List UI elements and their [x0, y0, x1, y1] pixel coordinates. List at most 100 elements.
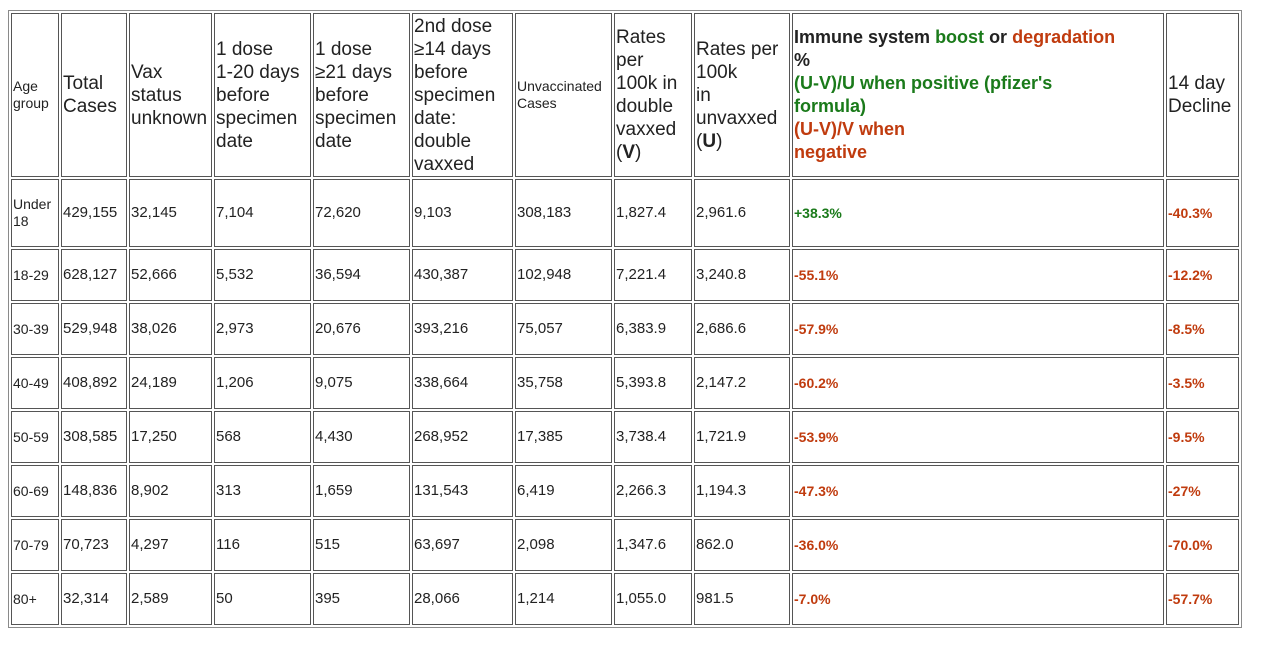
age-group-cell: 30-39 [11, 303, 59, 355]
dose1-early-cell: 1,206 [214, 357, 311, 409]
age-group-cell: 18-29 [11, 249, 59, 301]
immune-change-cell: -53.9% [792, 411, 1164, 463]
age-group-cell: 60-69 [11, 465, 59, 517]
age-group-cell: 50-59 [11, 411, 59, 463]
total-cases-cell: 429,155 [61, 179, 127, 247]
dose1-early-cell: 2,973 [214, 303, 311, 355]
dose2-cell: 268,952 [412, 411, 513, 463]
header-14-day-decline: 14 day Decline [1166, 13, 1239, 177]
dose1-late-cell: 395 [313, 573, 410, 625]
vaccination-cases-table: Age group Total Cases Vax status unknown 1 d… [8, 10, 1242, 628]
rate-vaxxed-cell: 1,347.6 [614, 519, 692, 571]
header-row: Age group Total Cases Vax status unknown 1 d… [11, 13, 1239, 177]
vax-unknown-cell: 24,189 [129, 357, 212, 409]
decline-cell: -70.0% [1166, 519, 1239, 571]
table-row: Under 18 429,155 32,145 7,104 72,620 9,1… [11, 179, 1239, 247]
total-cases-cell: 32,314 [61, 573, 127, 625]
table-row: 40-49 408,892 24,189 1,206 9,075 338,664… [11, 357, 1239, 409]
rate-vaxxed-cell: 2,266.3 [614, 465, 692, 517]
total-cases-cell: 148,836 [61, 465, 127, 517]
table-row: 80+ 32,314 2,589 50 395 28,066 1,214 1,0… [11, 573, 1239, 625]
dose2-cell: 393,216 [412, 303, 513, 355]
rate-vaxxed-cell: 5,393.8 [614, 357, 692, 409]
total-cases-cell: 408,892 [61, 357, 127, 409]
dose2-cell: 9,103 [412, 179, 513, 247]
decline-cell: -3.5% [1166, 357, 1239, 409]
dose2-cell: 28,066 [412, 573, 513, 625]
rate-vaxxed-cell: 7,221.4 [614, 249, 692, 301]
immune-change-cell: -47.3% [792, 465, 1164, 517]
header-rates-unvaxxed: Rates per 100k in unvaxxed (U) [694, 13, 790, 177]
decline-cell: -57.7% [1166, 573, 1239, 625]
total-cases-cell: 308,585 [61, 411, 127, 463]
dose2-cell: 430,387 [412, 249, 513, 301]
dose1-late-cell: 9,075 [313, 357, 410, 409]
dose1-late-cell: 72,620 [313, 179, 410, 247]
unvaccinated-cell: 35,758 [515, 357, 612, 409]
header-1-dose-21-days: 1 dose ≥21 days before specimen date [313, 13, 410, 177]
rate-unvaxxed-cell: 2,961.6 [694, 179, 790, 247]
dose1-early-cell: 5,532 [214, 249, 311, 301]
rate-unvaxxed-cell: 862.0 [694, 519, 790, 571]
unvaccinated-cell: 1,214 [515, 573, 612, 625]
unvaccinated-cell: 6,419 [515, 465, 612, 517]
vax-unknown-cell: 32,145 [129, 179, 212, 247]
dose1-early-cell: 7,104 [214, 179, 311, 247]
rate-unvaxxed-cell: 2,147.2 [694, 357, 790, 409]
immune-change-cell: -7.0% [792, 573, 1164, 625]
dose1-early-cell: 116 [214, 519, 311, 571]
unvaccinated-cell: 102,948 [515, 249, 612, 301]
vax-unknown-cell: 4,297 [129, 519, 212, 571]
unvaccinated-cell: 75,057 [515, 303, 612, 355]
table-row: 30-39 529,948 38,026 2,973 20,676 393,21… [11, 303, 1239, 355]
header-immune-system: Immune system boost or degradation % (U-… [792, 13, 1164, 177]
decline-cell: -27% [1166, 465, 1239, 517]
header-1-dose-1-20-days: 1 dose 1-20 days before specimen date [214, 13, 311, 177]
dose1-late-cell: 36,594 [313, 249, 410, 301]
dose2-cell: 131,543 [412, 465, 513, 517]
rate-vaxxed-cell: 3,738.4 [614, 411, 692, 463]
rate-vaxxed-cell: 1,055.0 [614, 573, 692, 625]
header-rates-double-vaxxed: Rates per 100k in double vaxxed (V) [614, 13, 692, 177]
table-row: 50-59 308,585 17,250 568 4,430 268,952 1… [11, 411, 1239, 463]
age-group-cell: 70-79 [11, 519, 59, 571]
header-vax-status-unknown: Vax status unknown [129, 13, 212, 177]
header-2nd-dose: 2nd dose ≥14 days before specimen date: doubl… [412, 13, 513, 177]
rate-unvaxxed-cell: 1,721.9 [694, 411, 790, 463]
age-group-cell: 40-49 [11, 357, 59, 409]
rate-unvaxxed-cell: 1,194.3 [694, 465, 790, 517]
dose1-early-cell: 568 [214, 411, 311, 463]
age-group-cell: Under 18 [11, 179, 59, 247]
immune-change-cell: -60.2% [792, 357, 1164, 409]
total-cases-cell: 529,948 [61, 303, 127, 355]
table-row: 60-69 148,836 8,902 313 1,659 131,543 6,… [11, 465, 1239, 517]
decline-cell: -12.2% [1166, 249, 1239, 301]
rate-unvaxxed-cell: 981.5 [694, 573, 790, 625]
table-row: 70-79 70,723 4,297 116 515 63,697 2,098 … [11, 519, 1239, 571]
rate-unvaxxed-cell: 2,686.6 [694, 303, 790, 355]
vax-unknown-cell: 17,250 [129, 411, 212, 463]
immune-change-cell: +38.3% [792, 179, 1164, 247]
unvaccinated-cell: 2,098 [515, 519, 612, 571]
decline-cell: -8.5% [1166, 303, 1239, 355]
dose1-early-cell: 313 [214, 465, 311, 517]
immune-change-cell: -36.0% [792, 519, 1164, 571]
vax-unknown-cell: 38,026 [129, 303, 212, 355]
dose1-late-cell: 20,676 [313, 303, 410, 355]
rate-vaxxed-cell: 1,827.4 [614, 179, 692, 247]
age-group-cell: 80+ [11, 573, 59, 625]
immune-change-cell: -55.1% [792, 249, 1164, 301]
decline-cell: -40.3% [1166, 179, 1239, 247]
unvaccinated-cell: 17,385 [515, 411, 612, 463]
table-row: 18-29 628,127 52,666 5,532 36,594 430,38… [11, 249, 1239, 301]
immune-change-cell: -57.9% [792, 303, 1164, 355]
dose1-late-cell: 1,659 [313, 465, 410, 517]
dose1-early-cell: 50 [214, 573, 311, 625]
dose2-cell: 338,664 [412, 357, 513, 409]
header-unvaccinated-cases: Unvaccinated Cases [515, 13, 612, 177]
header-total-cases: Total Cases [61, 13, 127, 177]
dose1-late-cell: 515 [313, 519, 410, 571]
total-cases-cell: 70,723 [61, 519, 127, 571]
unvaccinated-cell: 308,183 [515, 179, 612, 247]
rate-vaxxed-cell: 6,383.9 [614, 303, 692, 355]
